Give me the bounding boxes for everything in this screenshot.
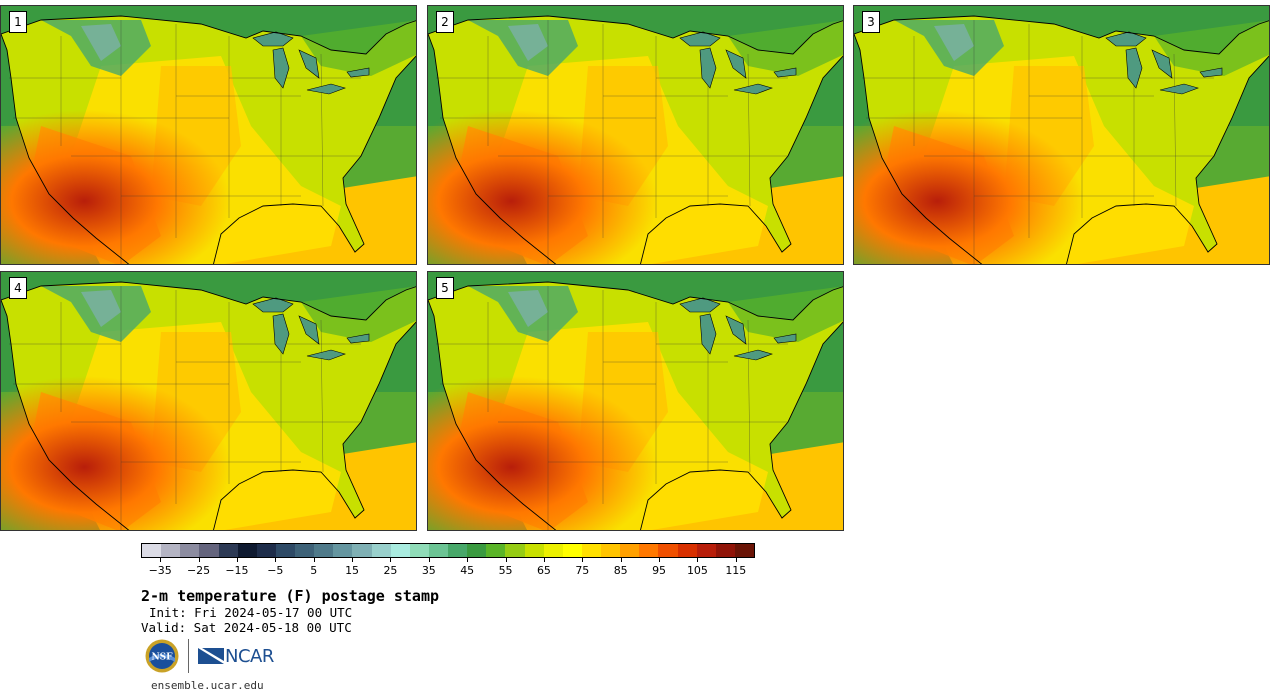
colorbar-tick (543, 558, 545, 562)
nsf-logo-text: NSF (151, 653, 173, 663)
colorbar-tick-label: 95 (652, 564, 667, 577)
colorbar-tick (467, 558, 469, 562)
colorbar-segment (180, 544, 200, 557)
colorbar-tick (236, 558, 238, 562)
colorbar-segment (256, 544, 276, 557)
colorbar-segment (734, 544, 754, 557)
colorbar-tick (659, 558, 661, 562)
colorbar-segment (620, 544, 640, 557)
colorbar-segment (295, 544, 315, 557)
colorbar (141, 543, 755, 558)
temperature-map (1, 272, 416, 530)
colorbar-segment (524, 544, 544, 557)
member-label: 4 (9, 277, 27, 299)
colorbar-segment (505, 544, 525, 557)
page-title: 2-m temperature (F) postage stamp (141, 587, 440, 605)
temperature-map (1, 6, 416, 264)
colorbar-segment (237, 544, 257, 557)
colorbar-tick (505, 558, 507, 562)
colorbar-tick (735, 558, 737, 562)
colorbar-tick (352, 558, 354, 562)
colorbar-segment (448, 544, 468, 557)
colorbar-segment (161, 544, 181, 557)
logos: NSF NCAR (145, 638, 274, 674)
colorbar-segment (218, 544, 238, 557)
colorbar-segment (601, 544, 621, 557)
map-panel-3: 3 (853, 5, 1270, 265)
colorbar-tick-label: −35 (148, 564, 172, 577)
nsf-logo-icon: NSF (145, 639, 179, 673)
temperature-map (428, 6, 843, 264)
map-panel-4: 4 (0, 271, 417, 531)
colorbar-tick (275, 558, 277, 562)
ncar-logo-icon (198, 648, 224, 664)
colorbar-ticks: −35 −25 −15 −5 5 15 25 35 45 55 65 75 85 95 105 115 (141, 558, 755, 580)
map-panel-2: 2 (427, 5, 844, 265)
colorbar-tick (582, 558, 584, 562)
colorbar-tick (620, 558, 622, 562)
ncar-logo: NCAR (198, 646, 274, 667)
member-label: 5 (436, 277, 454, 299)
colorbar-tick-label: 115 (725, 564, 747, 577)
colorbar-segment (581, 544, 601, 557)
colorbar-segment (543, 544, 563, 557)
colorbar-tick-label: 75 (575, 564, 590, 577)
website-link[interactable]: ensemble.ucar.edu (151, 679, 264, 692)
colorbar-tick-label: 105 (686, 564, 708, 577)
map-panel-5: 5 (427, 271, 844, 531)
colorbar-tick-label: −5 (267, 564, 284, 577)
colorbar-tick-label: 25 (383, 564, 398, 577)
colorbar-tick-label: 5 (310, 564, 318, 577)
colorbar-tick-label: 15 (345, 564, 360, 577)
colorbar-segment (562, 544, 582, 557)
temperature-map (854, 6, 1269, 264)
colorbar-tick (697, 558, 699, 562)
colorbar-tick (428, 558, 430, 562)
colorbar-tick (198, 558, 200, 562)
valid-time: Valid: Sat 2024-05-18 00 UTC (141, 620, 352, 635)
colorbar-segment (275, 544, 295, 557)
colorbar-segment (333, 544, 353, 557)
colorbar-tick-label: −15 (225, 564, 249, 577)
colorbar-segment (371, 544, 391, 557)
temperature-map (428, 272, 843, 530)
member-label: 2 (436, 11, 454, 33)
colorbar-segment (467, 544, 487, 557)
colorbar-segment (696, 544, 716, 557)
colorbar-segment (352, 544, 372, 557)
colorbar-segment (658, 544, 678, 557)
colorbar-tick-label: 45 (460, 564, 475, 577)
colorbar-tick (313, 558, 315, 562)
colorbar-tick-label: 85 (613, 564, 628, 577)
colorbar-segment (428, 544, 448, 557)
colorbar-segment (314, 544, 334, 557)
colorbar-tick-label: 35 (421, 564, 436, 577)
colorbar-tick-label: 65 (536, 564, 551, 577)
init-time: Init: Fri 2024-05-17 00 UTC (149, 605, 353, 620)
colorbar-segment (199, 544, 219, 557)
colorbar-segment (142, 544, 162, 557)
member-label: 1 (9, 11, 27, 33)
logo-divider (188, 639, 189, 673)
colorbar-tick-label: −25 (186, 564, 211, 577)
ncar-logo-text: NCAR (225, 645, 274, 667)
colorbar-segment (639, 544, 659, 557)
colorbar-tick-label: 55 (498, 564, 513, 577)
colorbar-tick (390, 558, 392, 562)
member-label: 3 (862, 11, 880, 33)
colorbar-segment (409, 544, 429, 557)
map-panel-1: 1 (0, 5, 417, 265)
colorbar-segment (677, 544, 697, 557)
colorbar-segment (486, 544, 506, 557)
colorbar-segment (390, 544, 410, 557)
colorbar-segment (715, 544, 735, 557)
colorbar-tick (160, 558, 162, 562)
